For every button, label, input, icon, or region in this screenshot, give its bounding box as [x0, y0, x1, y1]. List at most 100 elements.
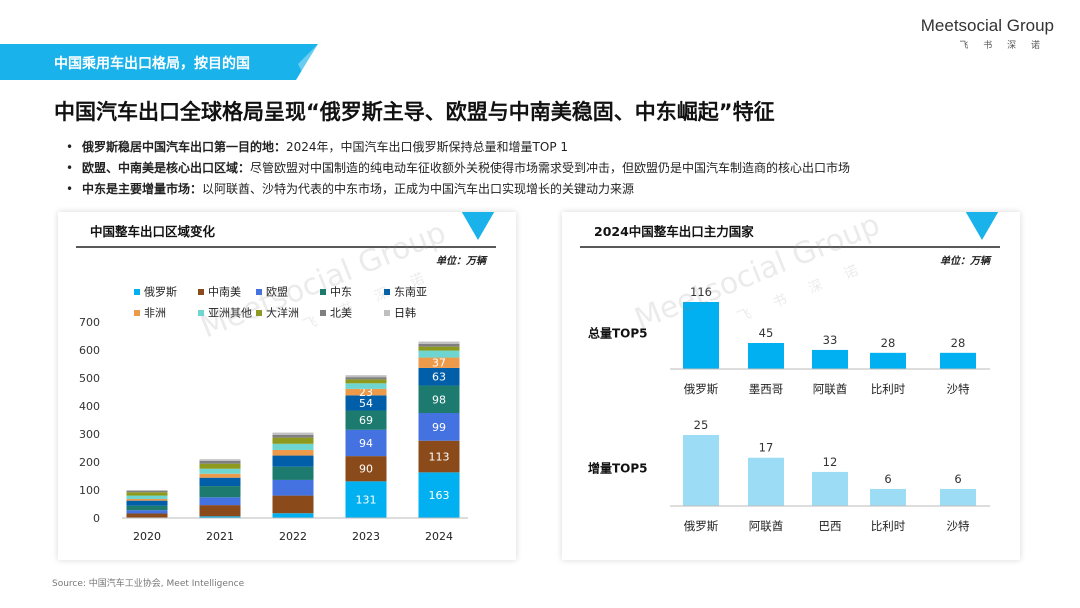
corner-triangle-icon: [461, 212, 495, 240]
stack-segment: [126, 498, 168, 501]
stack-segment: [199, 486, 241, 498]
segment-data-label: 54: [359, 397, 373, 410]
stack-segment: [272, 466, 314, 480]
y-tick-label: 700: [79, 316, 100, 329]
segment-data-label: 99: [432, 421, 446, 434]
stack-segment: [272, 455, 314, 467]
stack-segment: [345, 377, 387, 380]
country-bar: [812, 471, 848, 506]
bar-value-label: 6: [954, 472, 961, 486]
finding-key: 欧盟、中南美是核心出口区域：: [82, 161, 251, 175]
y-tick-label: 600: [79, 344, 100, 357]
stack-segment: [345, 429, 387, 457]
legend-swatch: [384, 310, 390, 316]
legend-swatch: [134, 289, 140, 295]
legend-swatch: [320, 310, 326, 316]
stack-segment: [345, 481, 387, 518]
country-label: 沙特: [947, 519, 970, 533]
unit-label: 单位：万辆: [436, 255, 488, 267]
stack-segment: [418, 413, 460, 441]
stack-segment: [418, 367, 460, 386]
stack-segment: [345, 379, 387, 384]
stack-segment: [199, 497, 241, 506]
stack-segment: [199, 477, 241, 487]
finding-item: 中东是主要增量市场：以阿联酋、沙特为代表的中东市场，正成为中国汽车出口实现增长的…: [66, 179, 850, 200]
key-findings-list: 俄罗斯稳居中国汽车出口第一目的地：2024年，中国汽车出口俄罗斯保持总量和增量T…: [66, 137, 850, 200]
y-tick-label: 300: [79, 428, 100, 441]
stack-segment: [272, 513, 314, 518]
bar-value-label: 45: [759, 326, 774, 340]
y-tick-label: 400: [79, 400, 100, 413]
bar-value-label: 25: [694, 418, 709, 432]
bar-value-label: 116: [690, 285, 712, 299]
finding-key: 俄罗斯稳居中国汽车出口第一目的地：: [82, 140, 287, 154]
y-tick-label: 200: [79, 456, 100, 469]
country-bar: [812, 349, 848, 369]
bar-value-label: 28: [951, 336, 966, 350]
stack-segment: [345, 388, 387, 396]
stack-segment: [126, 495, 168, 499]
legend-swatch: [320, 289, 326, 295]
country-label: 墨西哥: [749, 382, 784, 396]
stack-segment: [272, 434, 314, 438]
bar-value-label: 12: [823, 455, 838, 469]
corner-triangle-icon: [965, 212, 999, 240]
segment-data-label: 23: [359, 386, 373, 399]
chart-title: 2024中国整车出口主力国家: [594, 224, 754, 239]
segment-data-label: 98: [432, 393, 446, 406]
segment-data-label: 90: [359, 463, 373, 476]
stack-segment: [199, 468, 241, 474]
stack-segment: [199, 516, 241, 518]
logo-subtext: 飞 书 深 诺: [959, 41, 1046, 51]
stack-segment: [272, 495, 314, 514]
legend-swatch: [198, 289, 204, 295]
stack-segment: [345, 410, 387, 430]
stack-segment: [345, 383, 387, 389]
legend-label: 北美: [330, 307, 352, 320]
segment-data-label: 163: [429, 489, 450, 502]
chart-title: 中国整车出口区域变化: [90, 224, 216, 239]
stack-segment: [418, 343, 460, 347]
brand-logo: Meetsocial Group 飞 书 深 诺: [921, 16, 1054, 51]
page-headline: 中国汽车出口全球格局呈现“俄罗斯主导、欧盟与中南美稳固、中东崛起”特征: [54, 100, 775, 124]
stack-segment: [199, 473, 241, 478]
legend-label: 俄罗斯: [144, 286, 177, 299]
x-tick-label: 2021: [206, 530, 234, 543]
country-label: 巴西: [819, 519, 842, 533]
stack-segment: [126, 490, 168, 493]
finding-key: 中东是主要增量市场：: [82, 182, 203, 196]
legend-label: 大洋洲: [266, 306, 299, 320]
country-label: 沙特: [947, 382, 970, 396]
stack-segment: [418, 472, 460, 518]
country-label: 俄罗斯: [684, 382, 719, 396]
unit-label: 单位：万辆: [940, 255, 992, 267]
country-label: 俄罗斯: [684, 519, 719, 533]
stack-segment: [272, 437, 314, 444]
stack-segment: [126, 505, 168, 511]
legend-label: 东南亚: [394, 286, 427, 299]
stack-segment: [345, 375, 387, 378]
finding-text: 以阿联酋、沙特为代表的中东市场，正成为中国汽车出口实现增长的关键动力来源: [202, 182, 635, 196]
finding-text: 2024年，中国汽车出口俄罗斯保持总量和增量TOP 1: [286, 140, 569, 154]
stack-segment: [418, 440, 460, 473]
country-bar: [748, 343, 784, 369]
x-tick-label: 2020: [133, 530, 161, 543]
stack-segment: [199, 459, 241, 461]
stack-segment: [272, 432, 314, 435]
legend-label: 非洲: [144, 307, 166, 320]
bar-value-label: 6: [884, 472, 891, 486]
x-tick-label: 2022: [279, 530, 307, 543]
country-bar: [683, 435, 719, 506]
legend-swatch: [198, 310, 204, 316]
country-bar: [870, 352, 906, 369]
y-tick-label: 0: [93, 512, 100, 525]
country-label: 比利时: [871, 519, 906, 533]
stack-segment: [418, 357, 460, 368]
group-label: 总量TOP5: [588, 326, 648, 341]
legend-swatch: [256, 289, 262, 295]
stack-segment: [199, 505, 241, 517]
segment-data-label: 113: [429, 451, 450, 464]
stack-segment: [126, 510, 168, 514]
country-label: 阿联酋: [749, 519, 784, 533]
